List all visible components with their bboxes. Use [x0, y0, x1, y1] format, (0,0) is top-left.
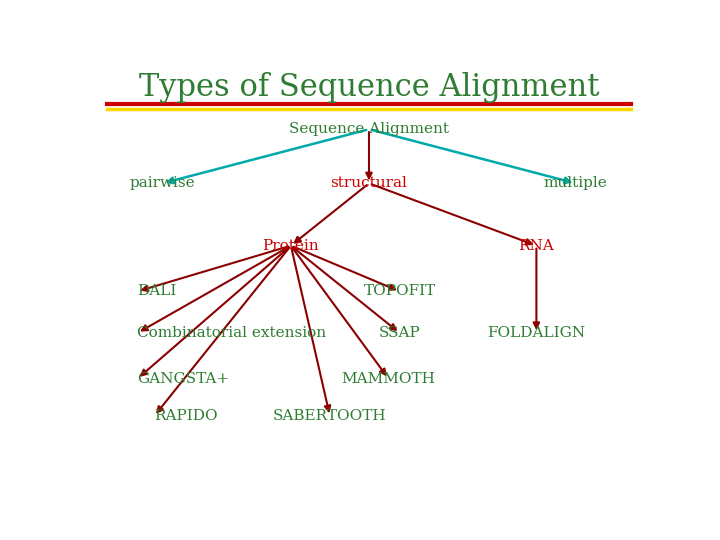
Text: SSAP: SSAP: [379, 326, 420, 340]
Text: TOPOFIT: TOPOFIT: [364, 285, 436, 299]
Text: GANGSTA+: GANGSTA+: [138, 372, 230, 386]
Text: Types of Sequence Alignment: Types of Sequence Alignment: [139, 72, 599, 103]
Text: structural: structural: [330, 176, 408, 190]
Text: FOLDALIGN: FOLDALIGN: [487, 326, 585, 340]
Text: Protein: Protein: [263, 239, 319, 253]
Text: RAPIDO: RAPIDO: [154, 409, 217, 423]
Text: Sequence Alignment: Sequence Alignment: [289, 122, 449, 136]
Text: SABERTOOTH: SABERTOOTH: [273, 409, 387, 423]
Text: Combinatorial extension: Combinatorial extension: [138, 326, 327, 340]
Text: multiple: multiple: [544, 176, 608, 190]
Text: RNA: RNA: [518, 239, 554, 253]
Text: pairwise: pairwise: [130, 176, 195, 190]
Text: Iowa State University
(Ames): Iowa State University (Ames): [601, 513, 706, 535]
Text: 10 - CPRE 583 (Reconfigurable Computing):  VHDL overview 2: 10 - CPRE 583 (Reconfigurable Computing)…: [14, 519, 318, 529]
Text: MAMMOTH: MAMMOTH: [341, 372, 436, 386]
Text: DALI: DALI: [138, 285, 177, 299]
